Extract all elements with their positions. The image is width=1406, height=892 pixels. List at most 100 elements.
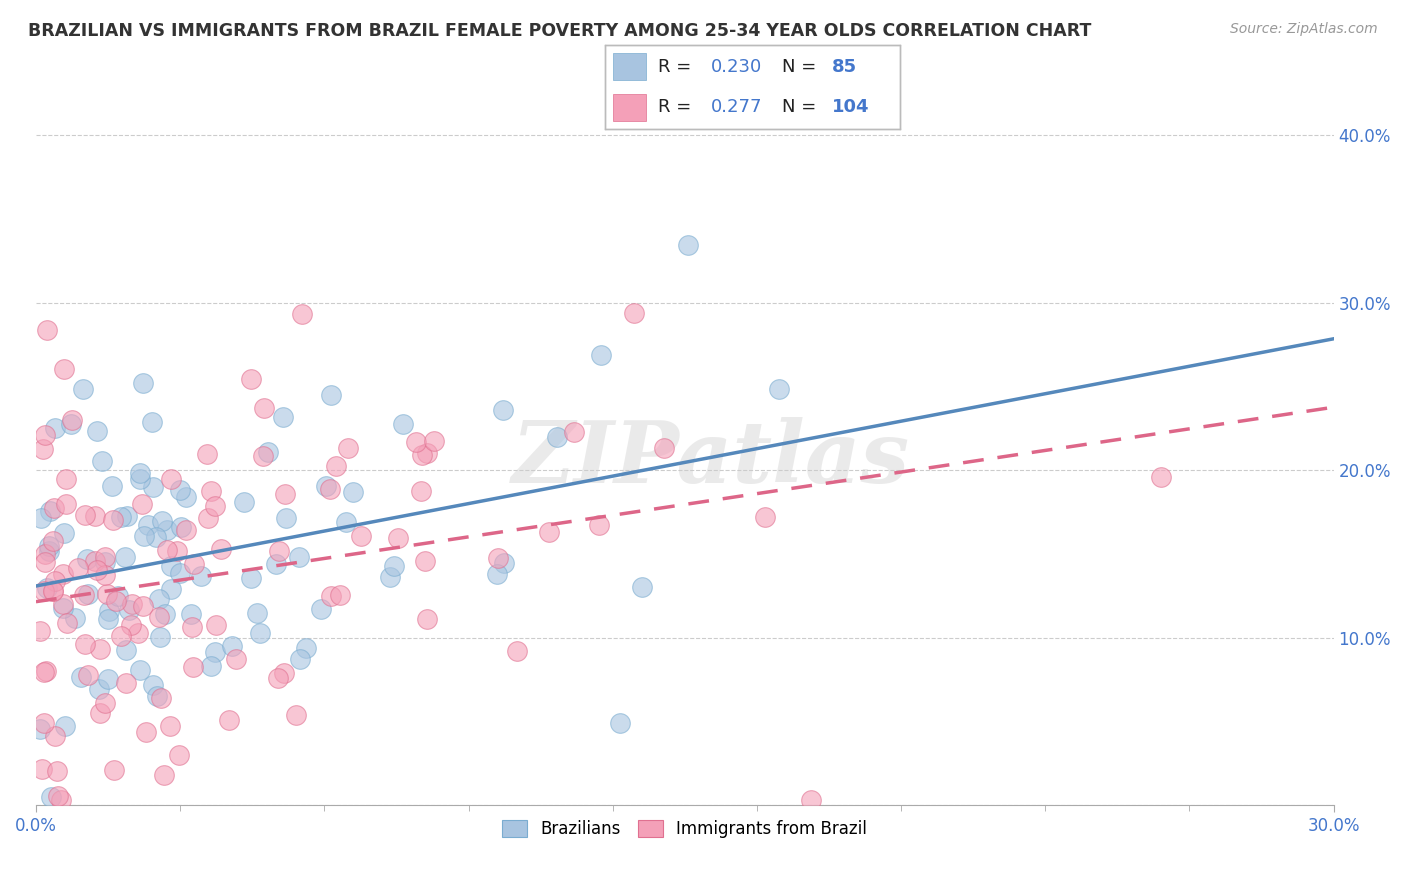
Point [148, 610, 170, 624]
Point [110, 629, 132, 643]
Point [252, 450, 274, 464]
Point [41, 584, 63, 599]
Point [30, 511, 52, 525]
Point [273, 666, 295, 681]
Point [148, 592, 170, 607]
Point [38, 539, 60, 553]
Point [411, 448, 433, 462]
Point [53, 719, 76, 733]
Point [315, 478, 337, 492]
Point [200, 483, 222, 498]
Point [46, 764, 69, 779]
Point [768, 382, 790, 396]
Text: N =: N = [782, 98, 821, 116]
Point [73, 588, 96, 602]
Text: 85: 85 [832, 58, 858, 76]
Point [387, 531, 409, 545]
Point [169, 519, 191, 533]
Point [155, 607, 177, 621]
Point [73, 508, 96, 522]
Point [623, 306, 645, 320]
Point [76, 668, 98, 682]
Point [546, 430, 568, 444]
Point [32, 442, 55, 456]
FancyBboxPatch shape [613, 94, 645, 120]
Point [169, 483, 191, 497]
Point [384, 558, 406, 573]
Point [240, 571, 263, 585]
Point [318, 482, 340, 496]
Point [271, 410, 294, 425]
Point [492, 556, 515, 570]
Point [128, 472, 150, 486]
Point [233, 494, 256, 508]
Point [31, 762, 53, 776]
Point [32, 583, 55, 598]
Point [204, 617, 226, 632]
Text: 0.230: 0.230 [711, 58, 762, 76]
Point [218, 713, 240, 727]
Point [110, 509, 132, 524]
Point [60, 417, 83, 432]
Point [166, 544, 188, 558]
Point [405, 434, 427, 449]
Point [267, 544, 290, 558]
Point [145, 530, 167, 544]
Point [800, 793, 823, 807]
Point [240, 371, 263, 385]
Point [38, 543, 60, 558]
Point [101, 479, 124, 493]
Point [309, 602, 332, 616]
Legend: Brazilians, Immigrants from Brazil: Brazilians, Immigrants from Brazil [496, 813, 873, 845]
Point [127, 626, 149, 640]
Point [197, 511, 219, 525]
Point [183, 557, 205, 571]
Point [131, 497, 153, 511]
Point [329, 588, 352, 602]
Point [60, 412, 83, 426]
Point [44, 574, 66, 589]
Point [754, 509, 776, 524]
Point [288, 549, 311, 564]
Point [132, 376, 155, 390]
Point [378, 570, 401, 584]
Point [73, 637, 96, 651]
Point [506, 643, 529, 657]
Point [89, 642, 111, 657]
Point [56, 616, 79, 631]
Point [492, 403, 515, 417]
Point [153, 768, 176, 782]
Point [342, 485, 364, 500]
Point [86, 425, 108, 439]
Point [319, 388, 342, 402]
Point [176, 524, 198, 538]
Point [350, 529, 373, 543]
Point [35, 323, 58, 337]
Point [160, 472, 183, 486]
Point [94, 567, 117, 582]
Point [197, 447, 219, 461]
Text: BRAZILIAN VS IMMIGRANTS FROM BRAZIL FEMALE POVERTY AMONG 25-34 YEAR OLDS CORRELA: BRAZILIAN VS IMMIGRANTS FROM BRAZIL FEMA… [28, 22, 1091, 40]
Point [84, 554, 107, 568]
Point [335, 516, 357, 530]
Point [190, 568, 212, 582]
Point [121, 597, 143, 611]
Point [34, 547, 56, 561]
Point [285, 708, 308, 723]
Point [150, 514, 173, 528]
Point [652, 441, 675, 455]
Point [96, 587, 118, 601]
Point [52, 362, 75, 376]
Point [52, 525, 75, 540]
Point [77, 587, 100, 601]
Point [160, 582, 183, 597]
Point [159, 558, 181, 573]
Point [416, 445, 439, 459]
Point [180, 619, 202, 633]
Point [55, 472, 77, 486]
Point [415, 612, 437, 626]
Point [69, 671, 91, 685]
Point [146, 689, 169, 703]
Point [181, 660, 204, 674]
Point [488, 551, 510, 566]
